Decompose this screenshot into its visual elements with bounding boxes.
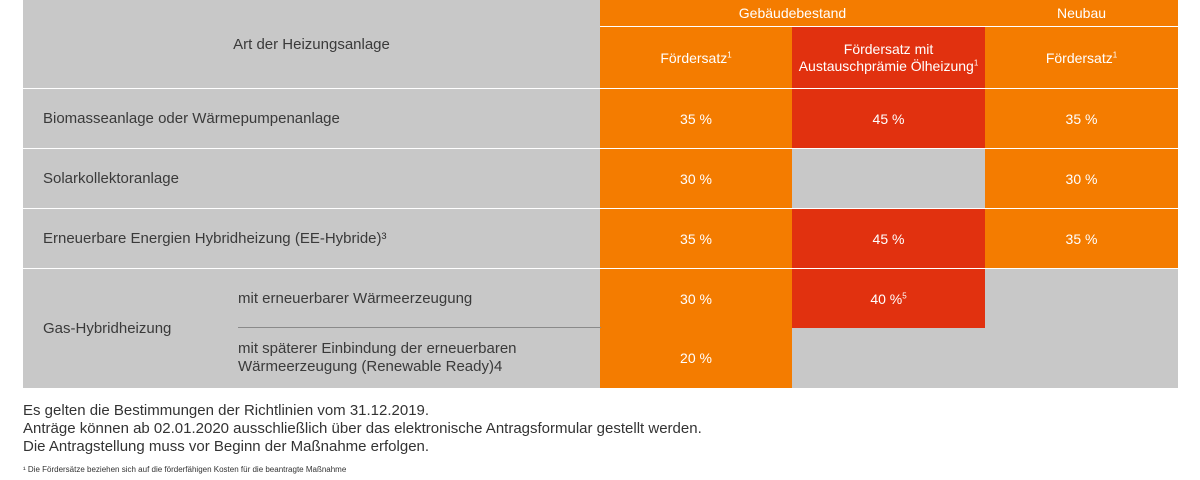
table-cell-existing: 35 %: [600, 208, 792, 268]
table-cell-new-empty: [985, 268, 1178, 328]
rate-sup: 1: [727, 49, 732, 59]
header-rate-bonus: Fördersatz mit Austauschprämie Ölheizung…: [792, 27, 985, 88]
notes: Es gelten die Bestimmungen der Richtlini…: [23, 402, 1123, 456]
table-cell-new: 35 %: [985, 88, 1178, 148]
table-row-label: Biomasseanlage oder Wärmepumpenanlage: [23, 88, 600, 148]
rate-new-label: Fördersatz: [1045, 49, 1113, 66]
cell-value: 40 %: [870, 290, 903, 307]
footnote: ¹ Die Fördersätze beziehen sich auf die …: [23, 465, 1123, 475]
cell-value: 30 %: [1065, 170, 1098, 187]
note-line: Anträge können ab 02.01.2020 ausschließl…: [23, 420, 702, 437]
table-cell-empty: [792, 328, 1178, 388]
header-rate-new-text: Fördersatz1: [1046, 50, 1117, 66]
table-cell-bonus: 45 %: [792, 88, 985, 148]
table-cell-new: 35 %: [985, 208, 1178, 268]
gas-sub2-line1: mit späterer Einbindung der erneuerbaren: [238, 340, 517, 357]
footnote-line: ¹ Die Fördersätze beziehen sich auf die …: [23, 465, 347, 474]
cell-sup: 5: [902, 290, 907, 300]
row-label: Solarkollektoranlage: [43, 170, 179, 187]
header-rate-existing: Fördersatz1: [600, 27, 792, 88]
cell-value: 35 %: [680, 230, 712, 247]
header-existing-label: Gebäudebestand: [738, 5, 847, 21]
rate-bonus-sup: 1: [973, 57, 979, 67]
header-new-label: Neubau: [1056, 5, 1107, 21]
header-heating-type: Art der Heizungsanlage: [23, 0, 600, 88]
header-heating-type-label: Art der Heizungsanlage: [233, 35, 390, 53]
table-cell-existing: 30 %: [600, 148, 792, 208]
table-cell-bonus: 40 %5: [792, 268, 985, 328]
row-label: Biomasseanlage oder Wärmepumpenanlage: [43, 110, 340, 127]
gas-label: Gas-Hybridheizung: [43, 320, 172, 337]
header-rate-existing-text: Fördersatz1: [660, 50, 731, 66]
funding-table: Art der Heizungsanlage Gebäudebestand Ne…: [23, 0, 1178, 388]
cell-value: 35 %: [680, 110, 712, 127]
cell-value: 35 %: [1065, 110, 1098, 127]
table-cell-bonus-empty: [792, 148, 985, 208]
note-line: Die Antragstellung muss vor Beginn der M…: [23, 438, 430, 455]
note-line: Es gelten die Bestimmungen der Richtlini…: [23, 402, 430, 419]
table-cell-new: 30 %: [985, 148, 1178, 208]
table-cell-bonus: 45 %: [792, 208, 985, 268]
cell-value: 20 %: [680, 350, 712, 366]
gas-sub2-line2: Wärmeerzeugung (Renewable Ready)4: [238, 358, 503, 375]
table-row-label-gas: Gas-Hybridheizung: [23, 268, 238, 388]
table-row-label: Erneuerbare Energien Hybridheizung (EE-H…: [23, 208, 600, 268]
gas-sub2-label: mit späterer Einbindung der erneuerbaren…: [238, 328, 600, 388]
table-cell-existing: 20 %: [600, 328, 792, 388]
gas-subrow-divider: [238, 327, 601, 328]
cell-value: 30 %: [680, 290, 712, 307]
header-rate-new: Fördersatz1: [985, 27, 1178, 88]
table-cell-existing: 30 %: [600, 268, 792, 328]
rate-bonus-line1: Fördersatz mit: [843, 40, 934, 57]
rate-new-sup: 1: [1112, 49, 1118, 59]
cell-value: 30 %: [680, 170, 712, 187]
row-label: Erneuerbare Energien Hybridheizung (EE-H…: [43, 230, 387, 247]
table-row-label: Solarkollektoranlage: [23, 148, 600, 208]
rate-label: Fördersatz: [660, 49, 728, 66]
gas-sub1-text: mit erneuerbarer Wärmeerzeugung: [238, 290, 473, 307]
gas-sub1-label: mit erneuerbarer Wärmeerzeugung: [238, 268, 600, 328]
cell-value-wrap: 40 %5: [870, 291, 906, 307]
table-cell-existing: 35 %: [600, 88, 792, 148]
rate-bonus-line2-wrap: Austauschprämie Ölheizung1: [799, 58, 979, 75]
header-new-buildings: Neubau: [985, 0, 1178, 27]
rate-bonus-line2: Austauschprämie Ölheizung: [798, 57, 974, 74]
header-existing-buildings: Gebäudebestand: [600, 0, 985, 27]
cell-value: 45 %: [872, 230, 905, 247]
cell-value: 45 %: [872, 110, 905, 127]
cell-value: 35 %: [1065, 230, 1098, 247]
